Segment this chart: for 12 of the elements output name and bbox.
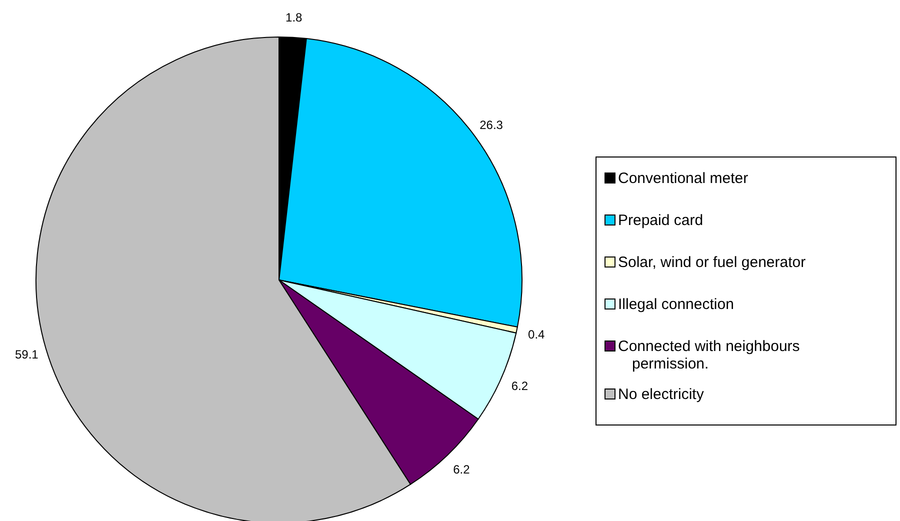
legend-label: Illegal connection	[618, 296, 734, 313]
data-label: 6.2	[453, 462, 470, 477]
legend-label: Solar, wind or fuel generator	[618, 254, 806, 271]
data-label: 1.8	[286, 10, 303, 25]
data-label: 26.3	[480, 118, 504, 132]
data-label: 6.2	[511, 379, 528, 394]
legend-label: No electricity	[618, 386, 704, 403]
legend-label: Connected with neighbours permission.	[618, 338, 800, 372]
data-label: 0.4	[528, 327, 546, 342]
legend-label: Conventional meter	[618, 170, 748, 187]
legend-label: Prepaid card	[618, 212, 704, 229]
data-label: 59.1	[14, 347, 39, 362]
